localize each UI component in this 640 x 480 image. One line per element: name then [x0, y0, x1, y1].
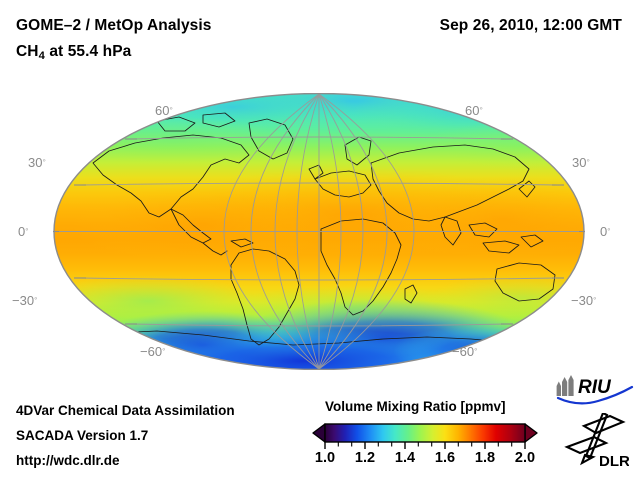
page-title: GOME–2 / MetOp Analysis	[16, 17, 212, 34]
colorbar-tick-labels: 1.0 1.2 1.4 1.6 1.8 2.0	[312, 450, 538, 470]
colorbar-gradient	[324, 423, 526, 443]
lat-label-60s-right: −60◦	[452, 344, 478, 360]
datetime-label: Sep 26, 2010, 12:00 GMT	[439, 17, 622, 34]
dlr-mark-icon	[564, 411, 626, 466]
species-prefix: CH	[16, 43, 39, 60]
species-suffix: at 55.4 hPa	[44, 43, 132, 60]
riu-logo-text: RIU	[578, 377, 612, 398]
source-url-label[interactable]: http://wdc.dlr.de	[16, 453, 120, 468]
colorbar-max-arrow	[524, 423, 538, 443]
colorbar-title: Volume Mixing Ratio [ppmv]	[325, 399, 506, 414]
colorbar-minor-ticks	[337, 442, 513, 447]
dlr-logo: DLR	[563, 411, 630, 474]
lat-label-30s-right: −30◦	[571, 293, 597, 309]
coastlines	[72, 112, 576, 348]
colorbar-ticks	[324, 442, 526, 449]
riu-logo-svg: RIU	[556, 375, 634, 405]
colorbar-tick-3: 1.4	[394, 450, 416, 466]
dlr-logo-svg: DLR	[564, 411, 630, 470]
lat-label-30s-left: −30◦	[12, 293, 38, 309]
species-subtitle: CH4 at 55.4 hPa	[16, 43, 131, 62]
lat-label-60s-left: −60◦	[140, 344, 166, 360]
lat-label-60n-right: 60◦	[465, 103, 483, 119]
colorbar-tick-5: 1.8	[474, 450, 496, 466]
colorbar	[312, 422, 538, 452]
graticule	[54, 93, 584, 370]
lat-label-30n-right: 30◦	[572, 155, 590, 171]
species-subscript: 4	[38, 50, 45, 63]
map-svg	[53, 93, 585, 370]
lat-label-0-right: 0◦	[600, 224, 611, 240]
colorbar-tick-6: 2.0	[514, 450, 536, 466]
world-map	[53, 93, 585, 370]
colorbar-tick-4: 1.6	[434, 450, 456, 466]
lat-label-60n-left: 60◦	[155, 103, 173, 119]
assimilation-method-label: 4DVar Chemical Data Assimilation	[16, 403, 235, 418]
lat-tick-marks	[53, 138, 585, 325]
riu-tower-icon	[556, 375, 574, 396]
colorbar-tick-1: 1.0	[314, 450, 336, 466]
lat-label-0-left: 0◦	[18, 224, 29, 240]
riu-logo: RIU	[556, 374, 634, 413]
colorbar-min-arrow	[312, 423, 326, 443]
colorbar-svg	[312, 423, 538, 449]
lat-label-30n-left: 30◦	[28, 155, 46, 171]
map-field	[54, 93, 584, 370]
dlr-logo-text: DLR	[599, 453, 629, 469]
riu-swoosh-icon	[556, 385, 634, 405]
version-label: SACADA Version 1.7	[16, 428, 149, 443]
colorbar-tick-2: 1.2	[354, 450, 376, 466]
